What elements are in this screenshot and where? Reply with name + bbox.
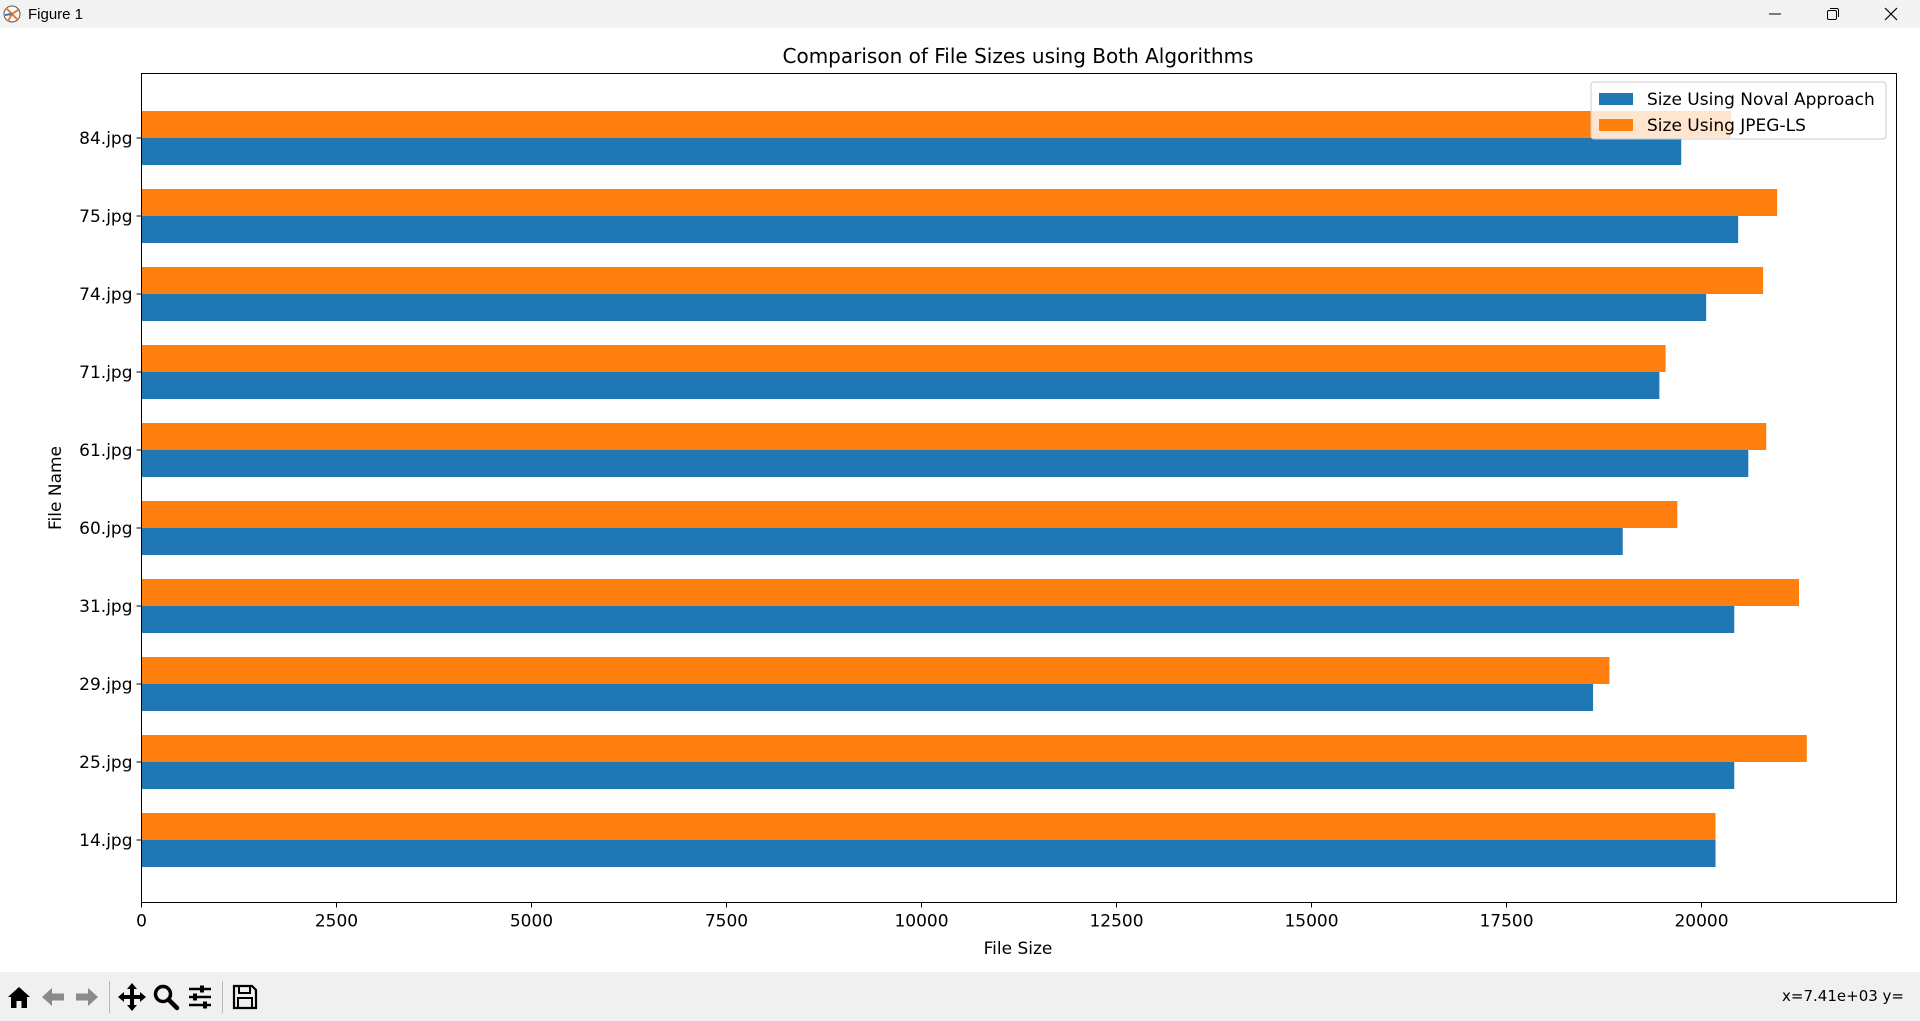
pan-button[interactable] xyxy=(115,978,149,1016)
x-tick-label: 20000 xyxy=(1674,912,1728,932)
restore-icon xyxy=(1827,8,1839,20)
toolbar-separator xyxy=(109,980,110,1013)
forward-arrow-icon xyxy=(76,987,98,1006)
y-tick-label: 60.jpg xyxy=(79,519,132,539)
legend-label: Size Using JPEG-LS xyxy=(1647,116,1806,136)
y-tick-label: 74.jpg xyxy=(79,285,132,305)
bar-jpegls-75-jpg xyxy=(141,189,1778,216)
x-tick-label: 2500 xyxy=(315,912,358,932)
y-tick-label: 25.jpg xyxy=(79,753,132,773)
bar-noval-84-jpg xyxy=(141,138,1682,165)
forward-button[interactable] xyxy=(70,978,104,1016)
bar-chart: Comparison of File Sizes using Both Algo… xyxy=(46,44,1897,959)
restore-button[interactable] xyxy=(1804,0,1862,28)
title-bar: Figure 1 xyxy=(0,0,1920,28)
bar-noval-61-jpg xyxy=(141,450,1749,477)
minimize-button[interactable] xyxy=(1746,0,1804,28)
bar-noval-31-jpg xyxy=(141,606,1735,633)
y-tick-label: 75.jpg xyxy=(79,207,132,227)
bar-noval-74-jpg xyxy=(141,294,1707,321)
minimize-icon xyxy=(1769,13,1781,15)
navigation-toolbar xyxy=(0,972,1920,1021)
x-tick-label: 10000 xyxy=(894,912,948,932)
bar-jpegls-60-jpg xyxy=(141,501,1678,528)
bar-jpegls-14-jpg xyxy=(141,813,1716,840)
home-icon xyxy=(8,986,30,1008)
bars-group xyxy=(141,111,1807,867)
legend-swatch xyxy=(1599,93,1633,105)
y-tick-label: 71.jpg xyxy=(79,363,132,383)
cursor-coordinates-readout: x=7.41e+03 y= xyxy=(1782,987,1904,1005)
figure-canvas[interactable]: Comparison of File Sizes using Both Algo… xyxy=(0,28,1920,972)
bar-jpegls-31-jpg xyxy=(141,579,1799,606)
bar-noval-75-jpg xyxy=(141,216,1739,243)
bar-noval-29-jpg xyxy=(141,684,1594,711)
x-tick-label: 0 xyxy=(136,912,147,932)
bar-jpegls-74-jpg xyxy=(141,267,1764,294)
window-controls xyxy=(1746,0,1920,28)
legend-box xyxy=(1590,81,1887,140)
y-axis-label: File Name xyxy=(46,446,66,530)
matplotlib-logo-icon xyxy=(3,5,21,23)
y-tick-label: 84.jpg xyxy=(79,129,132,149)
close-button[interactable] xyxy=(1862,0,1920,28)
plot-frame xyxy=(141,73,1897,903)
bar-jpegls-29-jpg xyxy=(141,657,1610,684)
legend-swatch xyxy=(1599,119,1633,131)
close-icon xyxy=(1884,7,1898,21)
legend: Size Using Noval Approach Size Using JPEG… xyxy=(1590,81,1887,140)
x-tick-label: 5000 xyxy=(510,912,553,932)
bar-jpegls-84-jpg xyxy=(141,111,1732,138)
bar-noval-71-jpg xyxy=(141,372,1660,399)
home-button[interactable] xyxy=(2,978,36,1016)
y-tick-label: 61.jpg xyxy=(79,441,132,461)
x-tick-label: 17500 xyxy=(1479,912,1533,932)
zoom-magnifier-icon xyxy=(153,984,180,1010)
bar-noval-14-jpg xyxy=(141,840,1716,867)
y-tick-label: 29.jpg xyxy=(79,675,132,695)
save-floppy-icon xyxy=(232,984,258,1009)
back-arrow-icon xyxy=(42,987,64,1006)
configure-subplots-button[interactable] xyxy=(183,978,217,1016)
bar-jpegls-71-jpg xyxy=(141,345,1666,372)
x-tick-label: 15000 xyxy=(1284,912,1338,932)
x-tick-label: 7500 xyxy=(705,912,748,932)
bar-noval-25-jpg xyxy=(141,762,1735,789)
y-tick-label: 31.jpg xyxy=(79,597,132,617)
toolbar-separator xyxy=(222,980,223,1013)
x-axis-label: File Size xyxy=(984,939,1053,959)
y-tick-label: 14.jpg xyxy=(79,831,132,851)
pan-move-icon xyxy=(118,982,146,1011)
legend-label: Size Using Noval Approach xyxy=(1647,90,1875,110)
y-ticks-group: 14.jpg 25.jpg 29.jpg 31.jpg 60.jpg 61.jpg 71.j… xyxy=(79,129,142,851)
back-button[interactable] xyxy=(36,978,70,1016)
chart-title: Comparison of File Sizes using Both Algo… xyxy=(783,44,1254,68)
configure-subplots-icon xyxy=(189,985,211,1008)
x-tick-label: 12500 xyxy=(1089,912,1143,932)
x-ticks-group: 0 2500 5000 7500 10000 12500 15000 17500 20000 xyxy=(136,902,1729,932)
save-button[interactable] xyxy=(228,978,262,1016)
bar-jpegls-61-jpg xyxy=(141,423,1767,450)
bar-noval-60-jpg xyxy=(141,528,1623,555)
window-title: Figure 1 xyxy=(28,5,84,23)
bar-jpegls-25-jpg xyxy=(141,735,1807,762)
zoom-button[interactable] xyxy=(149,978,183,1016)
